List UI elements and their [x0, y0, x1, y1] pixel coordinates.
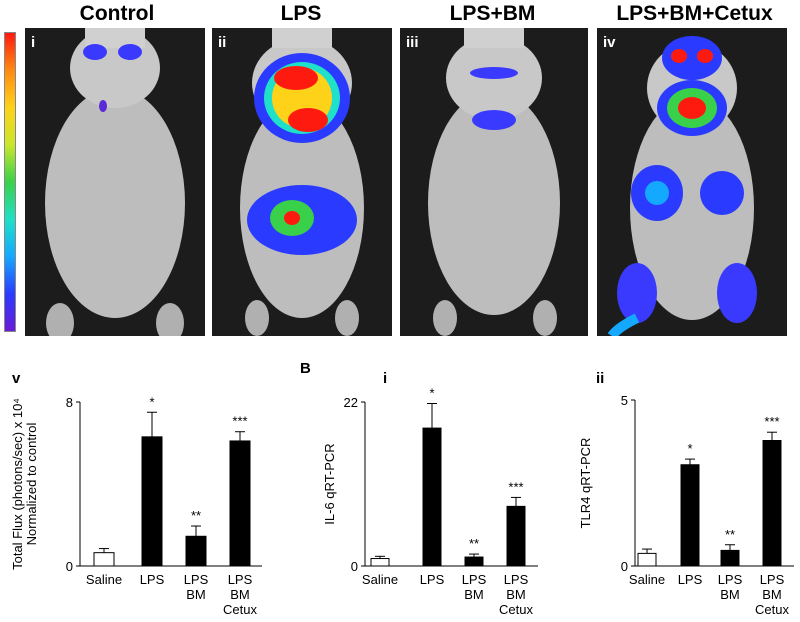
bar: [141, 436, 163, 567]
category-label: Saline: [362, 572, 398, 587]
category-label: LPS: [718, 572, 743, 587]
category-label: Cetux: [755, 602, 789, 617]
mouse-image-lps-bm-cetux: iv: [597, 28, 787, 336]
mouse-illustration: [607, 36, 757, 336]
panel-title-lps-bm: LPS+BM: [449, 2, 536, 25]
signal-spot: [99, 100, 107, 112]
panel-title-lps: LPS: [280, 2, 322, 25]
category-label: Saline: [629, 572, 665, 587]
y-tick-label: 0: [351, 559, 358, 574]
category-label: BM: [186, 587, 206, 602]
significance-label: ***: [232, 414, 247, 429]
mouse-illustration: [45, 28, 185, 336]
y-axis-label: Normalized to control: [24, 422, 39, 545]
bar: [229, 440, 251, 567]
category-label: LPS: [760, 572, 785, 587]
significance-label: *: [429, 388, 434, 400]
bar: [422, 427, 442, 567]
category-label: LPS: [140, 572, 165, 587]
category-label: Saline: [86, 572, 122, 587]
significance-label: **: [191, 508, 201, 523]
signal-spot: [470, 67, 518, 79]
panel-label-b-ii: ii: [596, 370, 605, 387]
mouse-illustration: [428, 28, 560, 336]
category-label: LPS: [420, 572, 445, 587]
panel-roman-ii: ii: [218, 34, 227, 51]
panel-title-control: Control: [79, 2, 155, 25]
bar: [637, 552, 657, 567]
y-axis-label: TLR4 qRT-PCR: [578, 438, 593, 529]
category-label: BM: [762, 587, 782, 602]
color-scale-bar: [4, 32, 16, 332]
bar: [93, 552, 115, 567]
y-tick-label: 0: [621, 559, 628, 574]
y-tick-label: 5: [621, 393, 628, 408]
mouse-image-control: i: [25, 28, 205, 336]
category-label: Cetux: [223, 602, 257, 617]
category-label: LPS: [678, 572, 703, 587]
y-tick-label: 8: [66, 395, 73, 410]
category-label: BM: [464, 587, 484, 602]
signal-spot: [118, 44, 142, 60]
significance-label: **: [725, 527, 735, 542]
y-tick-label: 0: [66, 559, 73, 574]
bar: [762, 440, 782, 567]
category-label: BM: [720, 587, 740, 602]
category-label: LPS: [504, 572, 529, 587]
mouse-image-lps: ii: [212, 28, 392, 336]
y-axis-label: Total Flux (photons/sec) x 10⁴: [10, 398, 25, 570]
panel-roman-iv: iv: [603, 34, 616, 51]
category-label: BM: [230, 587, 250, 602]
panel-roman-i: i: [31, 34, 36, 51]
panel-label-b-i: i: [383, 370, 388, 387]
significance-label: ***: [764, 414, 779, 429]
significance-label: *: [149, 394, 154, 409]
panel-title-lps-bm-cetux: LPS+BM+Cetux: [616, 2, 773, 25]
y-tick-label: 22: [344, 395, 358, 410]
category-label: LPS: [462, 572, 487, 587]
bar: [506, 505, 526, 567]
signal-spot: [472, 110, 516, 130]
bar: [680, 464, 700, 567]
mouse-illustration: [240, 28, 364, 336]
category-label: Cetux: [499, 602, 533, 617]
bar: [185, 535, 207, 567]
significance-label: **: [469, 536, 479, 551]
bar: [720, 549, 740, 567]
signal-spot: [83, 44, 107, 60]
panel-label-v: v: [12, 370, 21, 387]
category-label: BM: [506, 587, 526, 602]
panel-roman-iii: iii: [406, 34, 419, 51]
significance-label: ***: [508, 479, 523, 494]
y-axis-label: IL-6 qRT-PCR: [322, 443, 337, 524]
category-label: LPS: [184, 572, 209, 587]
significance-label: *: [687, 441, 692, 456]
category-label: LPS: [228, 572, 253, 587]
mouse-image-lps-bm: iii: [400, 28, 588, 336]
bar: [370, 558, 390, 567]
panel-label-b: B: [300, 360, 311, 377]
bar: [464, 556, 484, 567]
